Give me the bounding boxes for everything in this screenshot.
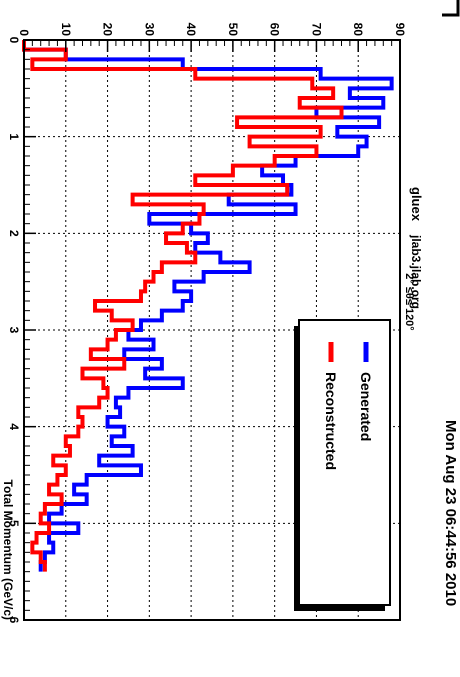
host-label: jlab3.jlab.org: [409, 234, 423, 309]
x-tick-label: 4: [7, 423, 21, 430]
y-tick-label: 70: [309, 23, 323, 37]
plot-area: 0 1 2 3 4 5 6 0 10 20 30 40 50 60 70 80 90: [7, 23, 407, 624]
x-tick-label: 6: [7, 617, 21, 624]
x-tick-label: 5: [7, 520, 21, 527]
y-tick-label: 20: [101, 23, 115, 37]
y-ticks: 0 10 20 30 40 50 60 70 80 90: [17, 23, 407, 52]
legend: Generated Reconstructed: [294, 319, 391, 611]
series-layer: [22, 40, 394, 572]
y-tick-label: 60: [268, 23, 282, 37]
series-line-reconstructed: [22, 40, 344, 572]
x-tick-label: 2: [7, 230, 21, 237]
y-tick-label: 10: [59, 23, 73, 37]
y-tick-label: 50: [226, 23, 240, 37]
legend-label-generated: Generated: [358, 372, 374, 441]
legend-box: [298, 319, 391, 606]
experiment-label: gluex: [409, 187, 424, 222]
timestamp: Mon Aug 23 06:44:56 2010: [442, 420, 459, 606]
legend-label-reconstructed: Reconstructed: [323, 372, 339, 470]
series-line-generated: [22, 40, 394, 572]
x-ticks: 0 1 2 3 4 5 6: [7, 37, 36, 624]
y-tick-label: 0: [17, 29, 31, 36]
x-tick-label: 1: [7, 133, 21, 140]
chart-title: 2° ≤θ≤ 120°: [403, 273, 415, 330]
x-axis-label: Total Momentum (GeV/c): [1, 480, 15, 620]
y-tick-label: 30: [142, 23, 156, 37]
y-tick-label: 90: [393, 23, 407, 37]
y-tick-label: 80: [351, 23, 365, 37]
x-tick-label: 0: [7, 37, 21, 44]
x-tick-label: 3: [7, 327, 21, 334]
y-tick-label: 40: [184, 23, 198, 37]
header-corner-box: [442, 0, 460, 17]
